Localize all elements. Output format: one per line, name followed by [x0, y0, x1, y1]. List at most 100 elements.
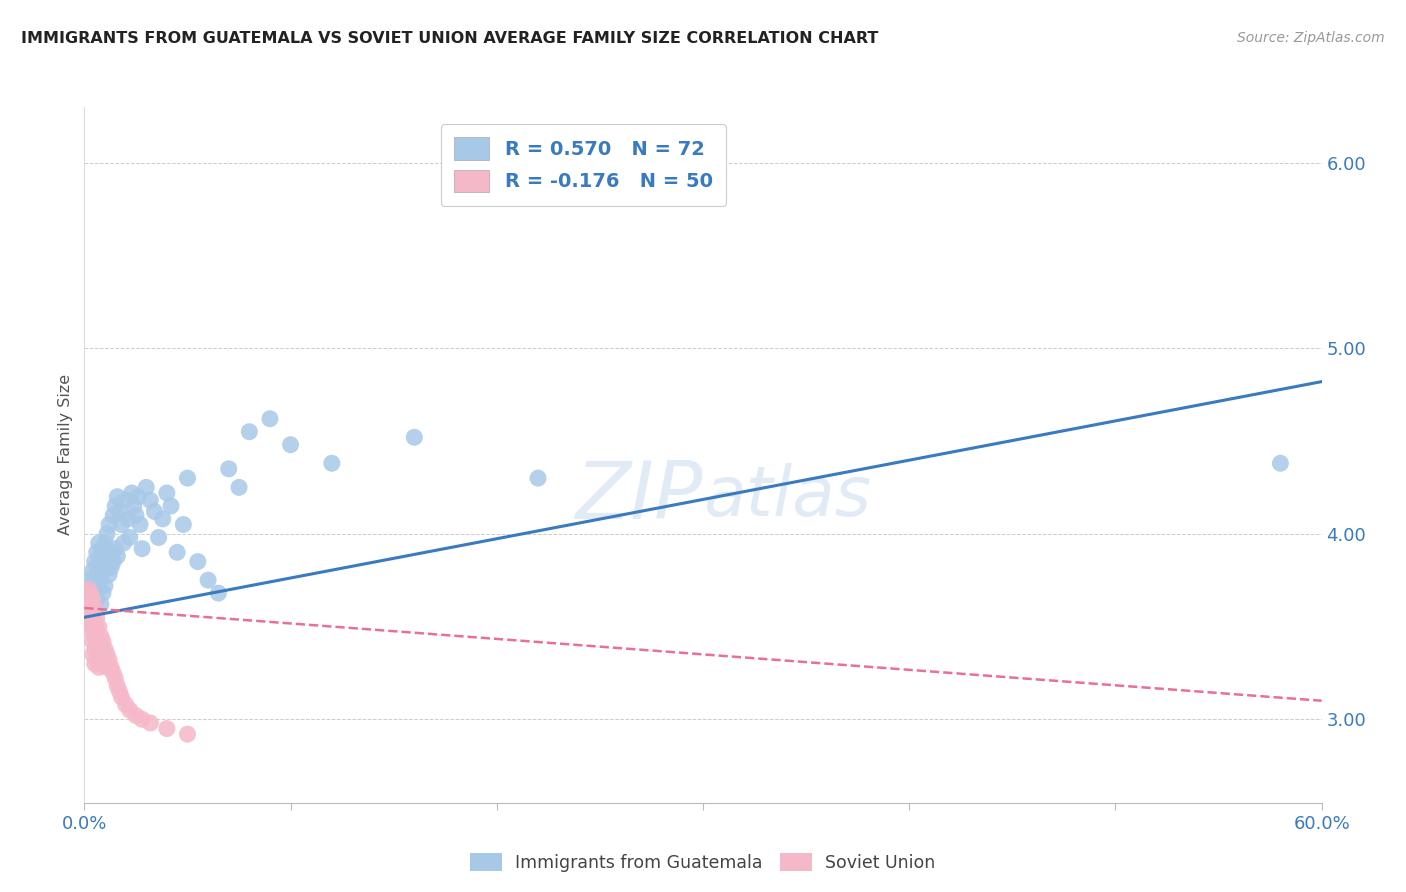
Point [187, 555, 209, 569]
Point [90, 629, 112, 643]
Point [156, 486, 179, 500]
Point [131, 541, 153, 556]
Point [94, 536, 117, 550]
Point [77, 582, 100, 597]
Point [148, 531, 170, 545]
Point [100, 560, 122, 574]
Point [139, 716, 162, 731]
Point [82, 619, 104, 633]
Point [152, 512, 174, 526]
Point [228, 480, 250, 494]
Point [166, 545, 188, 559]
Point [118, 703, 141, 717]
Point [83, 555, 105, 569]
Point [114, 698, 136, 712]
Point [79, 610, 101, 624]
Point [197, 573, 219, 587]
Point [96, 549, 118, 563]
Point [156, 722, 179, 736]
Point [79, 597, 101, 611]
Point [143, 504, 166, 518]
Point [86, 653, 108, 667]
Point [94, 657, 117, 671]
Point [79, 586, 101, 600]
Point [112, 536, 135, 550]
Point [404, 430, 426, 444]
Point [83, 641, 105, 656]
Point [75, 591, 97, 606]
Point [91, 564, 114, 578]
Point [125, 708, 148, 723]
Point [77, 615, 100, 630]
Point [94, 555, 117, 569]
Point [86, 567, 108, 582]
Point [98, 567, 121, 582]
Point [82, 605, 104, 619]
Point [79, 624, 101, 638]
Point [87, 555, 110, 569]
Point [86, 610, 108, 624]
Point [86, 545, 108, 559]
Point [90, 657, 112, 671]
Point [160, 499, 183, 513]
Point [86, 638, 108, 652]
Point [75, 597, 97, 611]
Point [117, 512, 139, 526]
Point [108, 684, 131, 698]
Point [103, 665, 125, 680]
Point [87, 536, 110, 550]
Point [131, 712, 153, 726]
Point [87, 579, 110, 593]
Point [94, 579, 117, 593]
Point [82, 634, 104, 648]
Point [82, 564, 104, 578]
Point [280, 438, 302, 452]
Point [238, 425, 260, 439]
Point [135, 480, 157, 494]
Point [82, 648, 104, 662]
Point [321, 456, 343, 470]
Y-axis label: Average Family Size: Average Family Size [58, 375, 73, 535]
Point [105, 490, 128, 504]
Point [82, 610, 104, 624]
Legend: Immigrants from Guatemala, Soviet Union: Immigrants from Guatemala, Soviet Union [464, 847, 942, 879]
Point [105, 549, 128, 563]
Point [86, 624, 108, 638]
Point [100, 545, 122, 559]
Point [207, 586, 229, 600]
Text: atlas: atlas [703, 463, 870, 530]
Point [98, 653, 121, 667]
Point [87, 648, 110, 662]
Point [96, 526, 118, 541]
Point [104, 672, 127, 686]
Point [91, 541, 114, 556]
Point [114, 493, 136, 508]
Point [129, 517, 152, 532]
Point [83, 597, 105, 611]
Point [77, 601, 100, 615]
Point [108, 504, 131, 518]
Point [527, 471, 550, 485]
Point [87, 634, 110, 648]
Point [83, 601, 105, 615]
Text: IMMIGRANTS FROM GUATEMALA VS SOVIET UNION AVERAGE FAMILY SIZE CORRELATION CHART: IMMIGRANTS FROM GUATEMALA VS SOVIET UNIO… [21, 31, 879, 46]
Point [103, 555, 125, 569]
Point [122, 499, 145, 513]
Point [77, 573, 100, 587]
Text: ZIP: ZIP [575, 458, 703, 536]
Point [75, 605, 97, 619]
Point [87, 619, 110, 633]
Point [90, 597, 112, 611]
Point [259, 411, 281, 425]
Point [82, 586, 104, 600]
Point [83, 629, 105, 643]
Point [218, 462, 240, 476]
Point [121, 486, 143, 500]
Point [91, 648, 114, 662]
Point [96, 660, 118, 674]
Point [83, 657, 105, 671]
Point [176, 727, 198, 741]
Point [90, 641, 112, 656]
Point [86, 591, 108, 606]
Point [125, 508, 148, 523]
